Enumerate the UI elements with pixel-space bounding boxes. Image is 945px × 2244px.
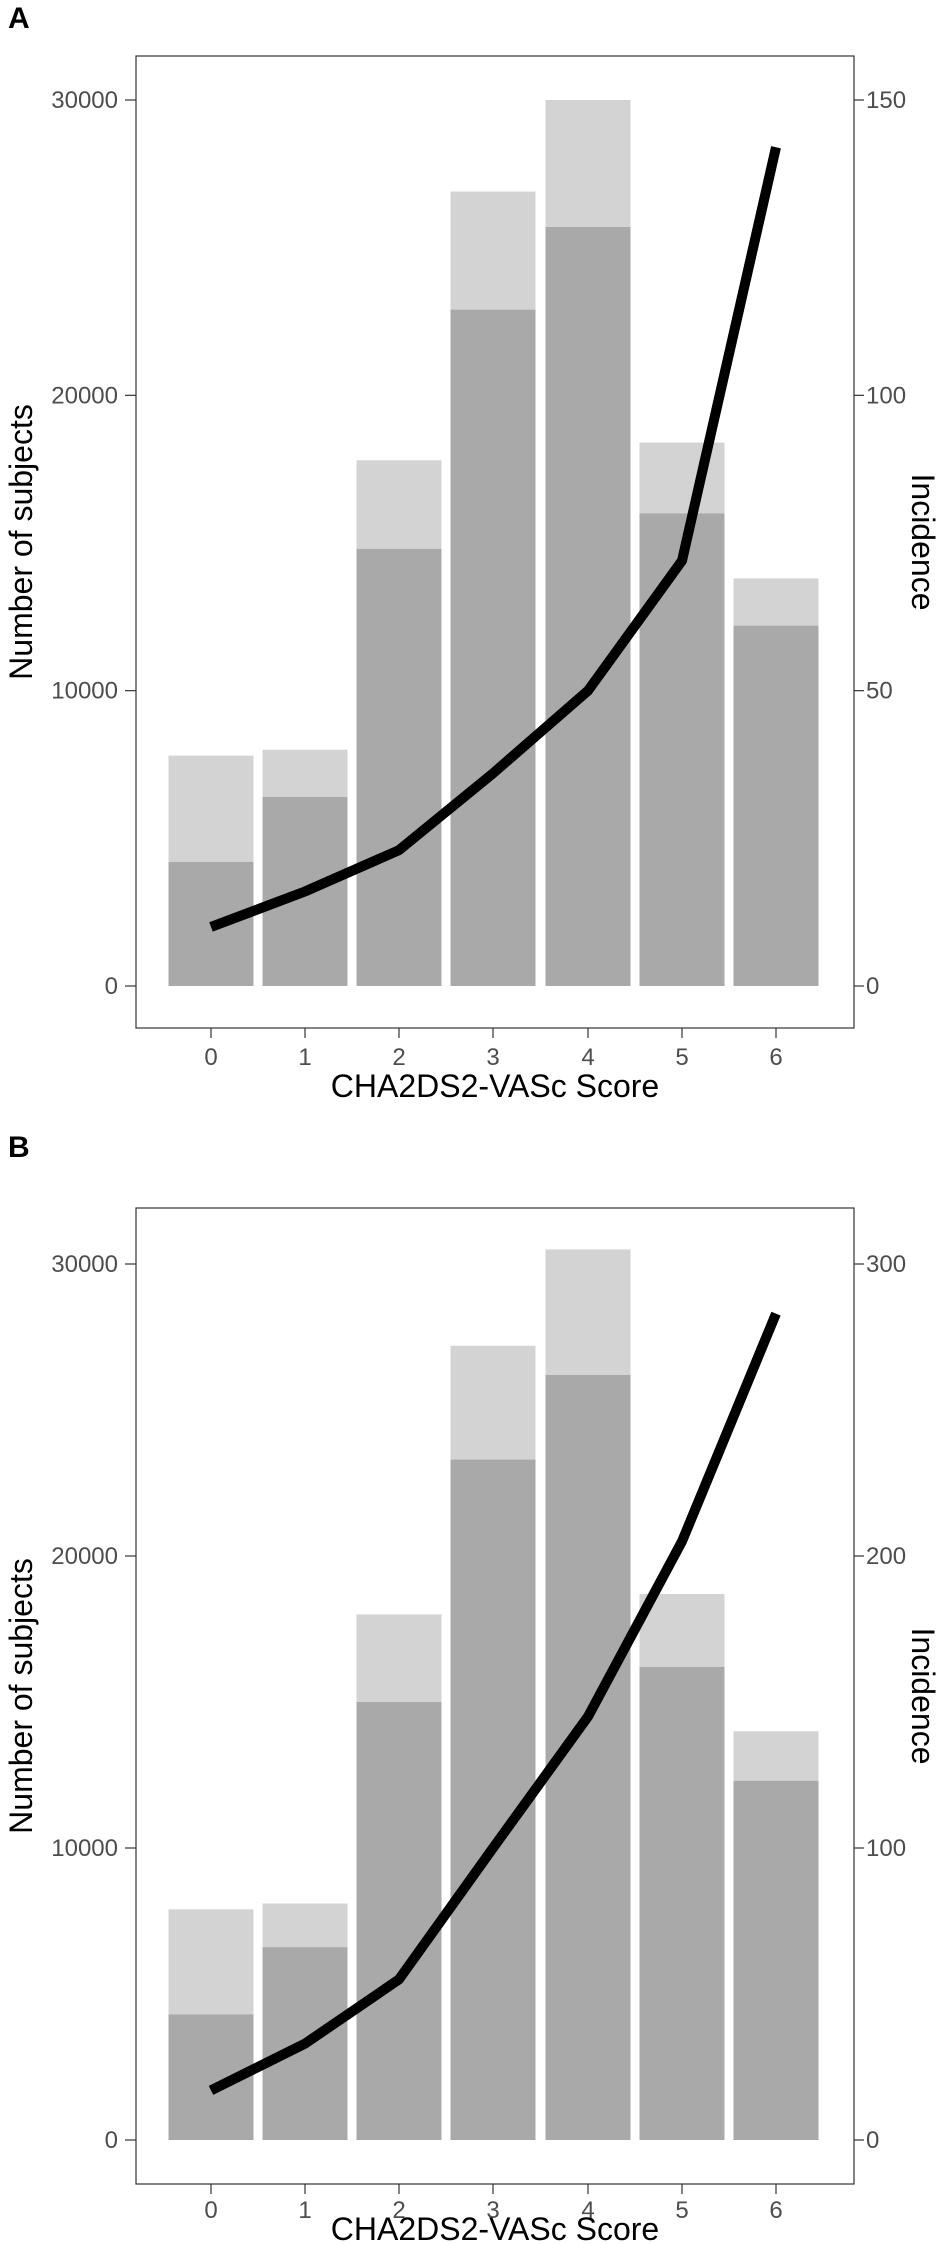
y2-tick-label: 50 [866,678,893,705]
panel-label: A [8,2,30,35]
y-tick-label: 30000 [51,1251,118,1278]
y-tick-label: 20000 [51,1543,118,1570]
panel-label: B [8,1131,30,1164]
x-tick-label: 2 [392,1044,405,1071]
x-axis-title: CHA2DS2-VASc Score [331,2211,659,2244]
y-tick-label: 0 [105,2127,118,2154]
y2-tick-label: 150 [866,87,906,114]
y2-tick-label: 300 [866,1251,906,1278]
bar-subset-3 [450,309,536,987]
chart-panel-b: B 0 10000 20000 30000 0 100 200 300 0 1 2 3 4 5 6 CHA2DS… [3,1131,941,2244]
bar-subset-6 [733,1780,819,2140]
x-tick-label: 1 [298,1044,311,1071]
x-tick-label: 0 [204,2197,217,2224]
bar-subset-2 [356,548,442,986]
x-tick-label: 3 [486,1044,499,1071]
x-tick-label: 4 [581,2197,594,2224]
x-tick-label: 5 [675,2197,688,2224]
chart-panel-a: A 0 10000 20000 30000 0 50 100 150 0 1 2 3 4 5 6 CHA2DS2… [3,2,941,1104]
incidence-line [209,146,781,932]
x-tick-label: 6 [769,1044,782,1071]
x-tick-label: 2 [392,2197,405,2224]
y2-tick-label: 100 [866,1835,906,1862]
y2-tick-label: 0 [866,973,879,1000]
x-tick-label: 3 [486,2197,499,2224]
x-tick-label: 6 [769,2197,782,2224]
bar-subset-4 [545,226,631,986]
incidence-line [208,1311,781,2095]
bar-subset-6 [733,625,819,986]
x-axis-title: CHA2DS2-VASc Score [331,1068,659,1104]
y-axis-title: Number of subjects [3,404,39,680]
bar-subset-5 [639,1666,725,2140]
y-tick-label: 0 [105,973,118,1000]
y-tick-label: 10000 [51,678,118,705]
y2-axis-title: Incidence [905,474,941,611]
y2-tick-label: 0 [866,2127,879,2154]
y-tick-label: 20000 [51,382,118,409]
bar-subset-2 [356,1702,442,2140]
x-tick-label: 0 [204,1044,217,1071]
y2-tick-label: 200 [866,1543,906,1570]
x-tick-label: 5 [675,1044,688,1071]
bar-subset-3 [450,1459,536,2140]
y-tick-label: 10000 [51,1835,118,1862]
y2-axis-title: Incidence [905,1628,941,1765]
y2-tick-label: 100 [866,382,906,409]
x-tick-label: 1 [298,2197,311,2224]
x-tick-label: 4 [581,1044,594,1071]
y-tick-label: 30000 [51,87,118,114]
bar-subset-5 [639,513,725,986]
y-axis-title: Number of subjects [3,1558,39,1834]
